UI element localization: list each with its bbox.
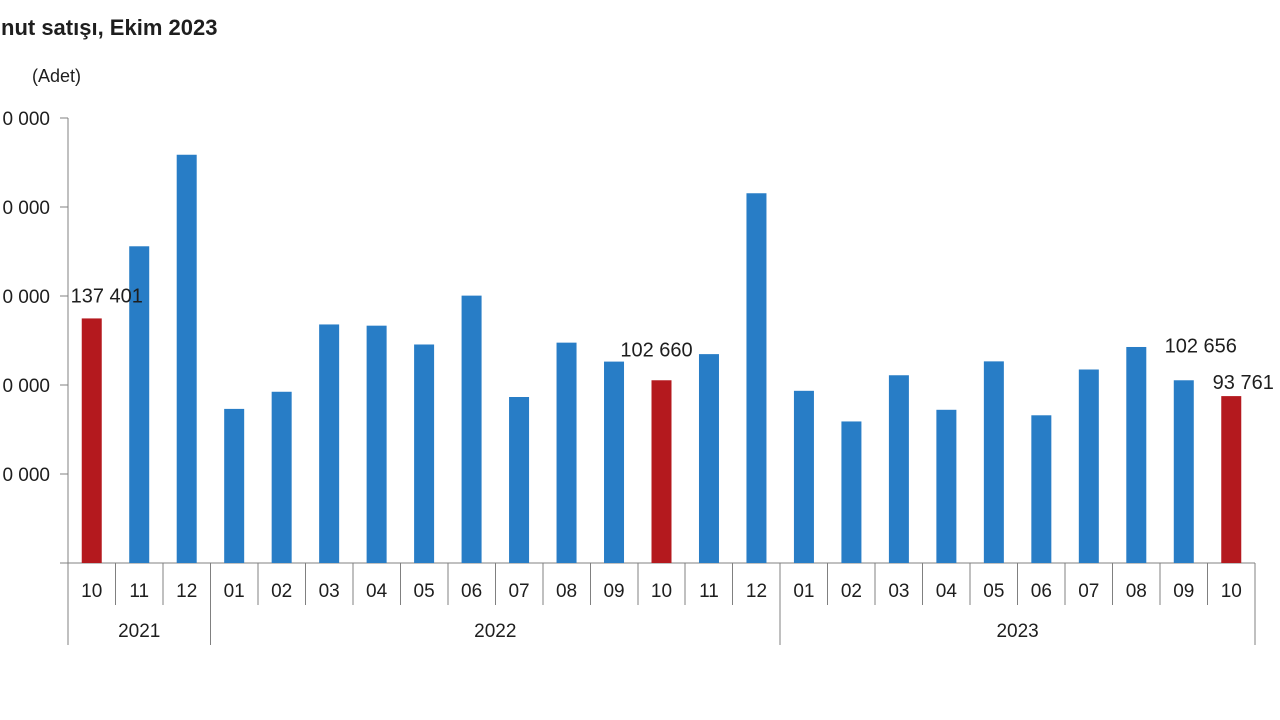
- bar-2021-12: [176, 154, 197, 563]
- x-tick-label: 01: [793, 581, 814, 602]
- x-tick-label: 10: [81, 581, 102, 602]
- y-tick-label: 0 000: [2, 109, 50, 130]
- bar-2022-01: [224, 408, 245, 563]
- x-tick-label: 11: [129, 581, 149, 602]
- chart-title: nut satışı, Ekim 2023: [1, 15, 218, 40]
- x-tick-label: 10: [1221, 581, 1242, 602]
- bar-2022-05: [414, 344, 435, 563]
- x-group-label: 2021: [118, 621, 160, 642]
- bar-2022-03: [319, 324, 340, 563]
- x-tick-label: 05: [983, 581, 1004, 602]
- x-tick-label: 04: [936, 581, 958, 602]
- bar-2023-04: [936, 409, 957, 563]
- y-tick-label: 0 000: [2, 287, 50, 308]
- bar-2022-09: [604, 361, 625, 563]
- x-tick-label: 08: [1126, 581, 1147, 602]
- x-tick-label: 03: [319, 581, 340, 602]
- bar-2022-04: [366, 325, 387, 563]
- bar-2023-03: [888, 375, 909, 563]
- y-tick-label: 0 000: [2, 376, 50, 397]
- x-tick-label: 11: [699, 581, 719, 602]
- x-tick-label: 12: [176, 581, 197, 602]
- x-tick-label: 09: [1173, 581, 1194, 602]
- axes: 0 000 0 000 0 000 0 000 0 000: [2, 109, 1255, 564]
- bar-2023-02: [841, 421, 862, 563]
- x-tick-label: 09: [603, 581, 624, 602]
- x-tick-label: 07: [508, 581, 529, 602]
- bar-2021-11: [129, 246, 150, 563]
- x-tick-label: 03: [888, 581, 909, 602]
- bar-2022-08: [556, 342, 577, 563]
- x-tick-label: 06: [1031, 581, 1052, 602]
- y-tick-label: 0 000: [2, 465, 50, 486]
- bar-2023-06: [1031, 415, 1052, 563]
- x-tick-label: 05: [414, 581, 435, 602]
- data-label: 93 761: [1213, 372, 1274, 394]
- x-tick-label: 02: [841, 581, 862, 602]
- x-tick-label: 07: [1078, 581, 1099, 602]
- bars: [81, 154, 1242, 564]
- data-label: 137 401: [71, 285, 143, 307]
- bar-2022-06: [461, 295, 482, 563]
- bar-2022-07: [509, 397, 530, 563]
- x-group-label: 2023: [996, 621, 1038, 642]
- bar-2023-08: [1126, 346, 1147, 563]
- bar-2022-11: [698, 354, 719, 563]
- bar-2023-07: [1078, 369, 1099, 563]
- data-labels: 137 401 102 660 102 656 93 761: [71, 285, 1274, 394]
- data-label: 102 660: [620, 339, 692, 361]
- x-tick-label: 02: [271, 581, 292, 602]
- x-tick-label: 01: [224, 581, 245, 602]
- x-tick-label: 10: [651, 581, 672, 602]
- bar-2023-09: [1173, 380, 1194, 563]
- bar-2022-02: [271, 391, 292, 563]
- x-group-label: 2022: [474, 621, 516, 642]
- data-label: 102 656: [1165, 335, 1237, 357]
- x-tick-label: 12: [746, 581, 767, 602]
- bar-2023-10: [1221, 396, 1242, 563]
- x-tick-label: 06: [461, 581, 482, 602]
- x-tick-label: 04: [366, 581, 388, 602]
- x-tick-label: 08: [556, 581, 577, 602]
- bar-2021-10: [81, 318, 102, 563]
- bar-2022-10: [651, 380, 672, 563]
- y-axis-unit-label: (Adet): [32, 66, 82, 86]
- bar-2022-12: [746, 193, 767, 564]
- y-tick-label: 0 000: [2, 198, 50, 219]
- bar-2023-01: [793, 390, 814, 563]
- category-axis: 10 11 12 01 02 03 04 05 06 07 08 09 10 11 12 01 02 03 04 05…: [67, 563, 1256, 645]
- bar-2023-05: [983, 361, 1004, 563]
